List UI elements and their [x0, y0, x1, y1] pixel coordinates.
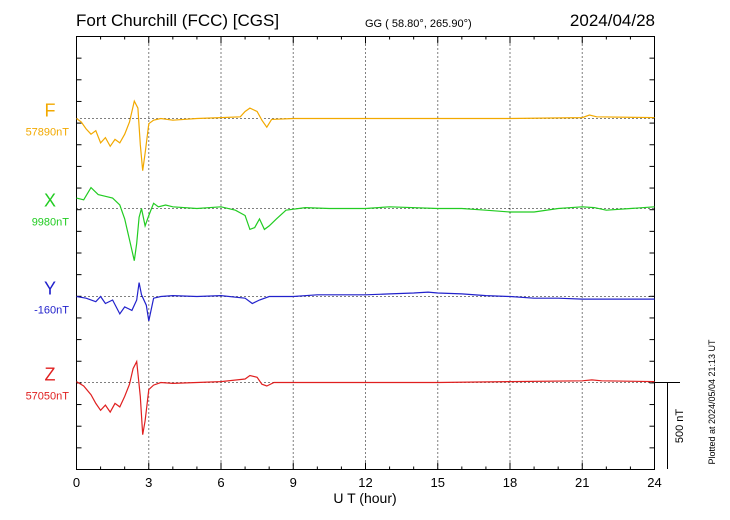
series-name-y: Y [44, 279, 56, 299]
x-tick-label: 12 [358, 475, 372, 490]
x-tick-label: 9 [290, 475, 297, 490]
series-name-x: X [44, 191, 56, 211]
scale-bar: 500 nT [654, 382, 686, 469]
scale-bar-label: 500 nT [674, 409, 686, 444]
series-line-f [76, 99, 655, 171]
plotted-note: Plotted at 2024/05/04 21:13 UT [707, 339, 717, 465]
series-baseline-label-x: 9980nT [32, 217, 70, 229]
x-tick-label: 21 [575, 475, 589, 490]
x-tick-label: 15 [431, 475, 445, 490]
series-line-y [76, 282, 655, 322]
x-axis-ticks: 0 3 6 9 12 15 18 21 24 [73, 36, 662, 490]
series-group: F 57890nT X 9980nT Y -160nT Z 57050nT [26, 99, 655, 435]
series-baseline-label-z: 57050nT [26, 391, 70, 403]
x-tick-label: 18 [503, 475, 517, 490]
series-baseline-label-f: 57890nT [26, 127, 70, 139]
chart-date: 2024/04/28 [570, 11, 655, 30]
series-line-z [76, 359, 655, 435]
series-name-z: Z [45, 365, 56, 385]
series-name-f: F [45, 101, 56, 121]
x-axis-label: U T (hour) [333, 490, 396, 506]
x-tick-label: 0 [73, 475, 80, 490]
plot-grid [148, 36, 583, 470]
station-coords: GG ( 58.80°, 265.90°) [365, 18, 472, 30]
series-line-x [76, 186, 655, 261]
series-baseline-label-y: -160nT [34, 305, 69, 317]
x-tick-label: 3 [145, 475, 152, 490]
x-tick-label: 24 [647, 475, 661, 490]
x-tick-label: 6 [217, 475, 224, 490]
y-ticks [76, 36, 655, 470]
station-title: Fort Churchill (FCC) [CGS] [76, 11, 279, 30]
